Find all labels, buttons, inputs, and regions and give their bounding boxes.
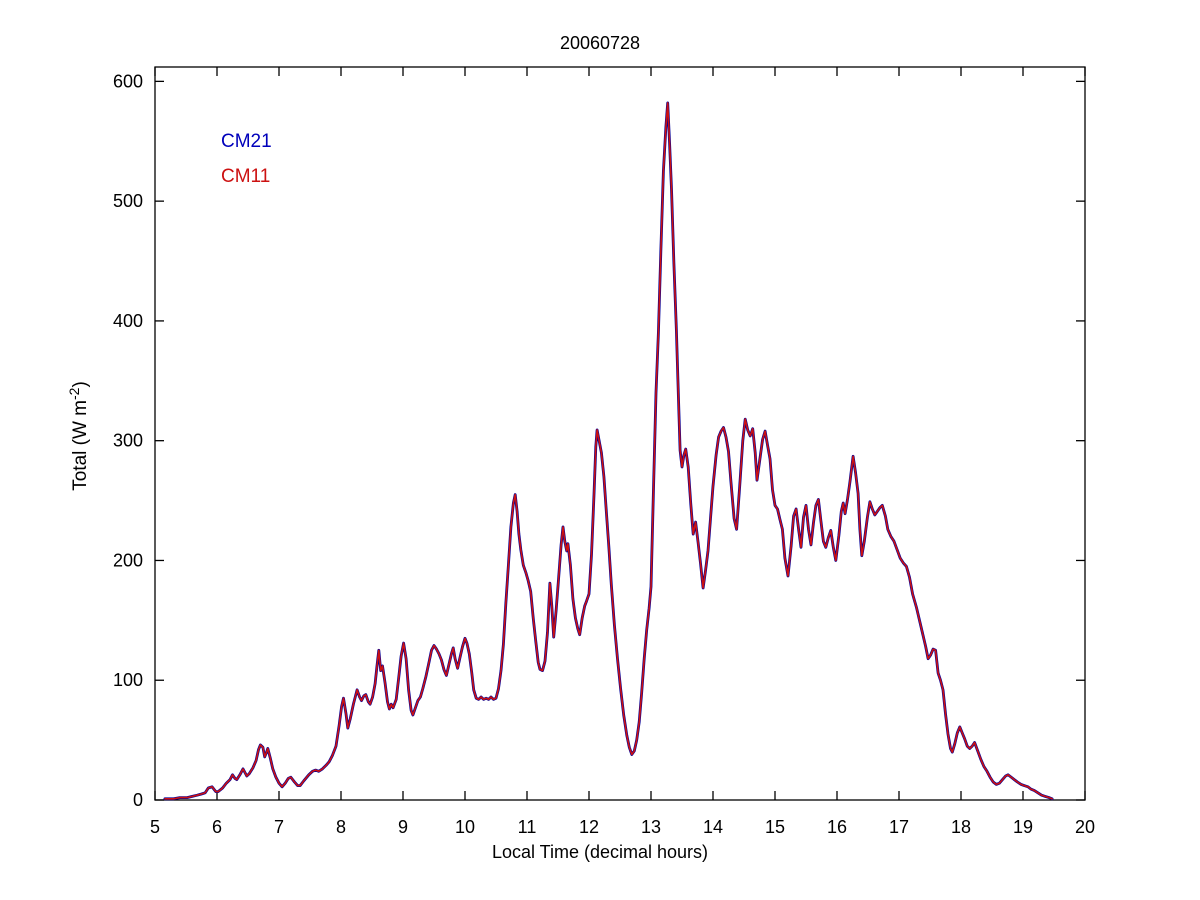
x-tick-label: 5 xyxy=(150,817,160,837)
x-tick-label: 12 xyxy=(579,817,599,837)
x-axis-label: Local Time (decimal hours) xyxy=(491,842,709,862)
legend-entry-cm21: CM21 xyxy=(221,131,272,152)
series-line-cm11 xyxy=(164,102,1053,800)
x-tick-label: 15 xyxy=(765,817,785,837)
figure-title: 20060728 xyxy=(559,33,641,53)
y-tick-label: 100 xyxy=(113,670,143,690)
y-axis-label-superscript: -2 xyxy=(66,387,82,400)
x-tick-label: 6 xyxy=(212,817,222,837)
x-tick-label: 16 xyxy=(827,817,847,837)
y-tick-label: 0 xyxy=(133,790,143,810)
x-tick-label: 7 xyxy=(274,817,284,837)
x-tick-label: 8 xyxy=(336,817,346,837)
x-tick-label: 19 xyxy=(1013,817,1033,837)
y-tick-label: 600 xyxy=(113,71,143,91)
x-tick-label: 9 xyxy=(398,817,408,837)
x-tick-label: 18 xyxy=(951,817,971,837)
y-axis-label-base: Total (W m xyxy=(70,400,91,491)
x-tick-label: 13 xyxy=(641,817,661,837)
y-tick-label: 300 xyxy=(113,431,143,451)
x-tick-label: 10 xyxy=(455,817,475,837)
legend-entry-cm11: CM11 xyxy=(221,166,271,187)
x-tick-label: 20 xyxy=(1075,817,1095,837)
x-tick-label: 14 xyxy=(703,817,723,837)
series-line-cm21 xyxy=(163,101,1054,801)
y-tick-label: 500 xyxy=(113,191,143,211)
plot-box xyxy=(154,66,1086,801)
y-tick-label: 200 xyxy=(113,550,143,570)
x-tick-label: 11 xyxy=(518,817,537,837)
y-tick-label: 400 xyxy=(113,311,143,331)
x-tick-label: 17 xyxy=(889,817,909,837)
y-axis-label: Total (W m-2) xyxy=(66,381,92,491)
y-axis-label-close: ) xyxy=(70,381,91,388)
